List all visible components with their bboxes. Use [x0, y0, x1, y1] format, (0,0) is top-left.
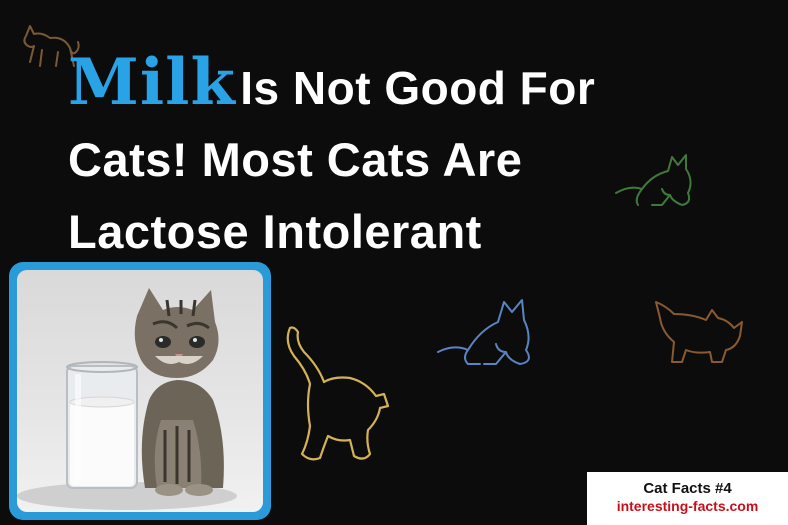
headline: Milk Is Not Good For Cats! Most Cats Are… [68, 42, 768, 268]
headline-line-2: Cats! Most Cats Are [68, 124, 768, 196]
headline-line-2-text: Cats! Most Cats Are [68, 133, 522, 186]
kitten [135, 288, 224, 496]
headline-line-1: Milk Is Not Good For [68, 42, 768, 124]
headline-highlight-word: Milk [68, 45, 236, 120]
blue-cat-outline-icon [434, 292, 546, 372]
photo-frame [9, 262, 271, 520]
headline-line-3: Lactose Intolerant [68, 196, 768, 268]
badge-title: Cat Facts #4 [587, 480, 788, 497]
kitten-with-milk-illustration [17, 270, 263, 512]
kitten-milk-photo [17, 270, 263, 512]
badge-site: interesting-facts.com [587, 498, 788, 514]
milk-glass [67, 362, 137, 488]
yellow-cat-outline-icon [280, 322, 398, 468]
source-badge: Cat Facts #4 interesting-facts.com [587, 472, 788, 525]
headline-line-1-text: Is Not Good For [240, 62, 595, 114]
orange-cat-outline-icon [652, 296, 748, 366]
headline-line-3-text: Lactose Intolerant [68, 205, 482, 258]
